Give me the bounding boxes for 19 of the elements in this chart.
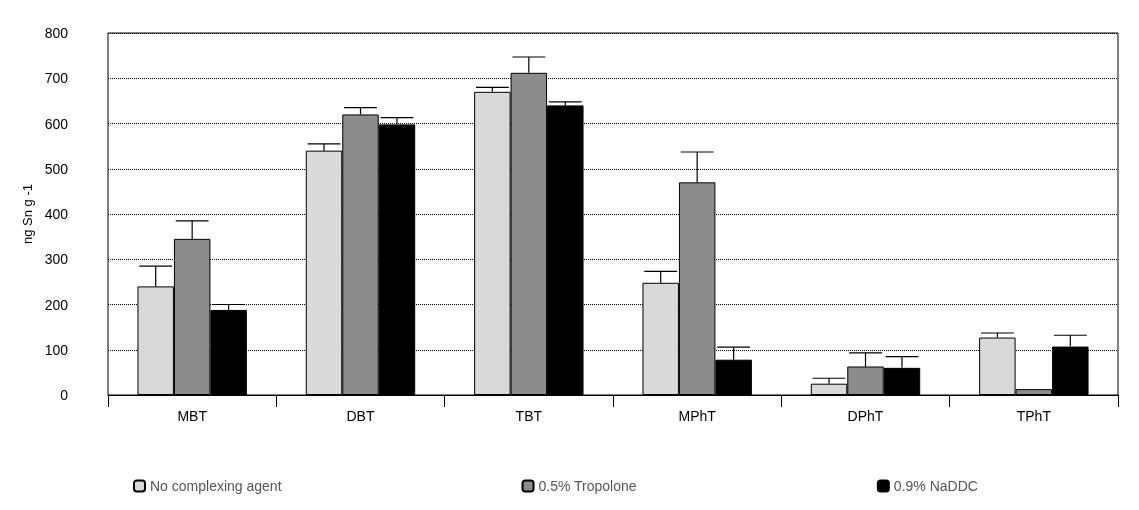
y-tick-label: 200 [44,296,69,313]
x-tick-label: DBT [346,408,375,424]
x-tick-label: MPhT [678,408,717,424]
x-tick-label: MBT [177,408,208,424]
x-tick-label: TPhT [1016,408,1052,424]
y-tick-label: 500 [44,160,69,177]
y-tick-label: 0 [60,387,69,403]
y-tick-label: 100 [44,341,69,358]
x-tick-label: DPhT [847,408,884,424]
y-tick-label: 300 [44,251,69,268]
y-axis-title: ng Sn g -1 [19,184,35,244]
x-tick-label: TBT [515,408,543,424]
y-tick-label: 600 [44,115,69,132]
legend-label: 0.5% Tropolone [538,478,637,494]
legend-label: 0.9% NaDDC [893,478,978,494]
y-tick-label: 400 [44,206,69,222]
y-tick-label: 700 [44,70,69,87]
legend-label: No complexing agent [150,478,282,494]
y-tick-label: 800 [44,25,69,41]
